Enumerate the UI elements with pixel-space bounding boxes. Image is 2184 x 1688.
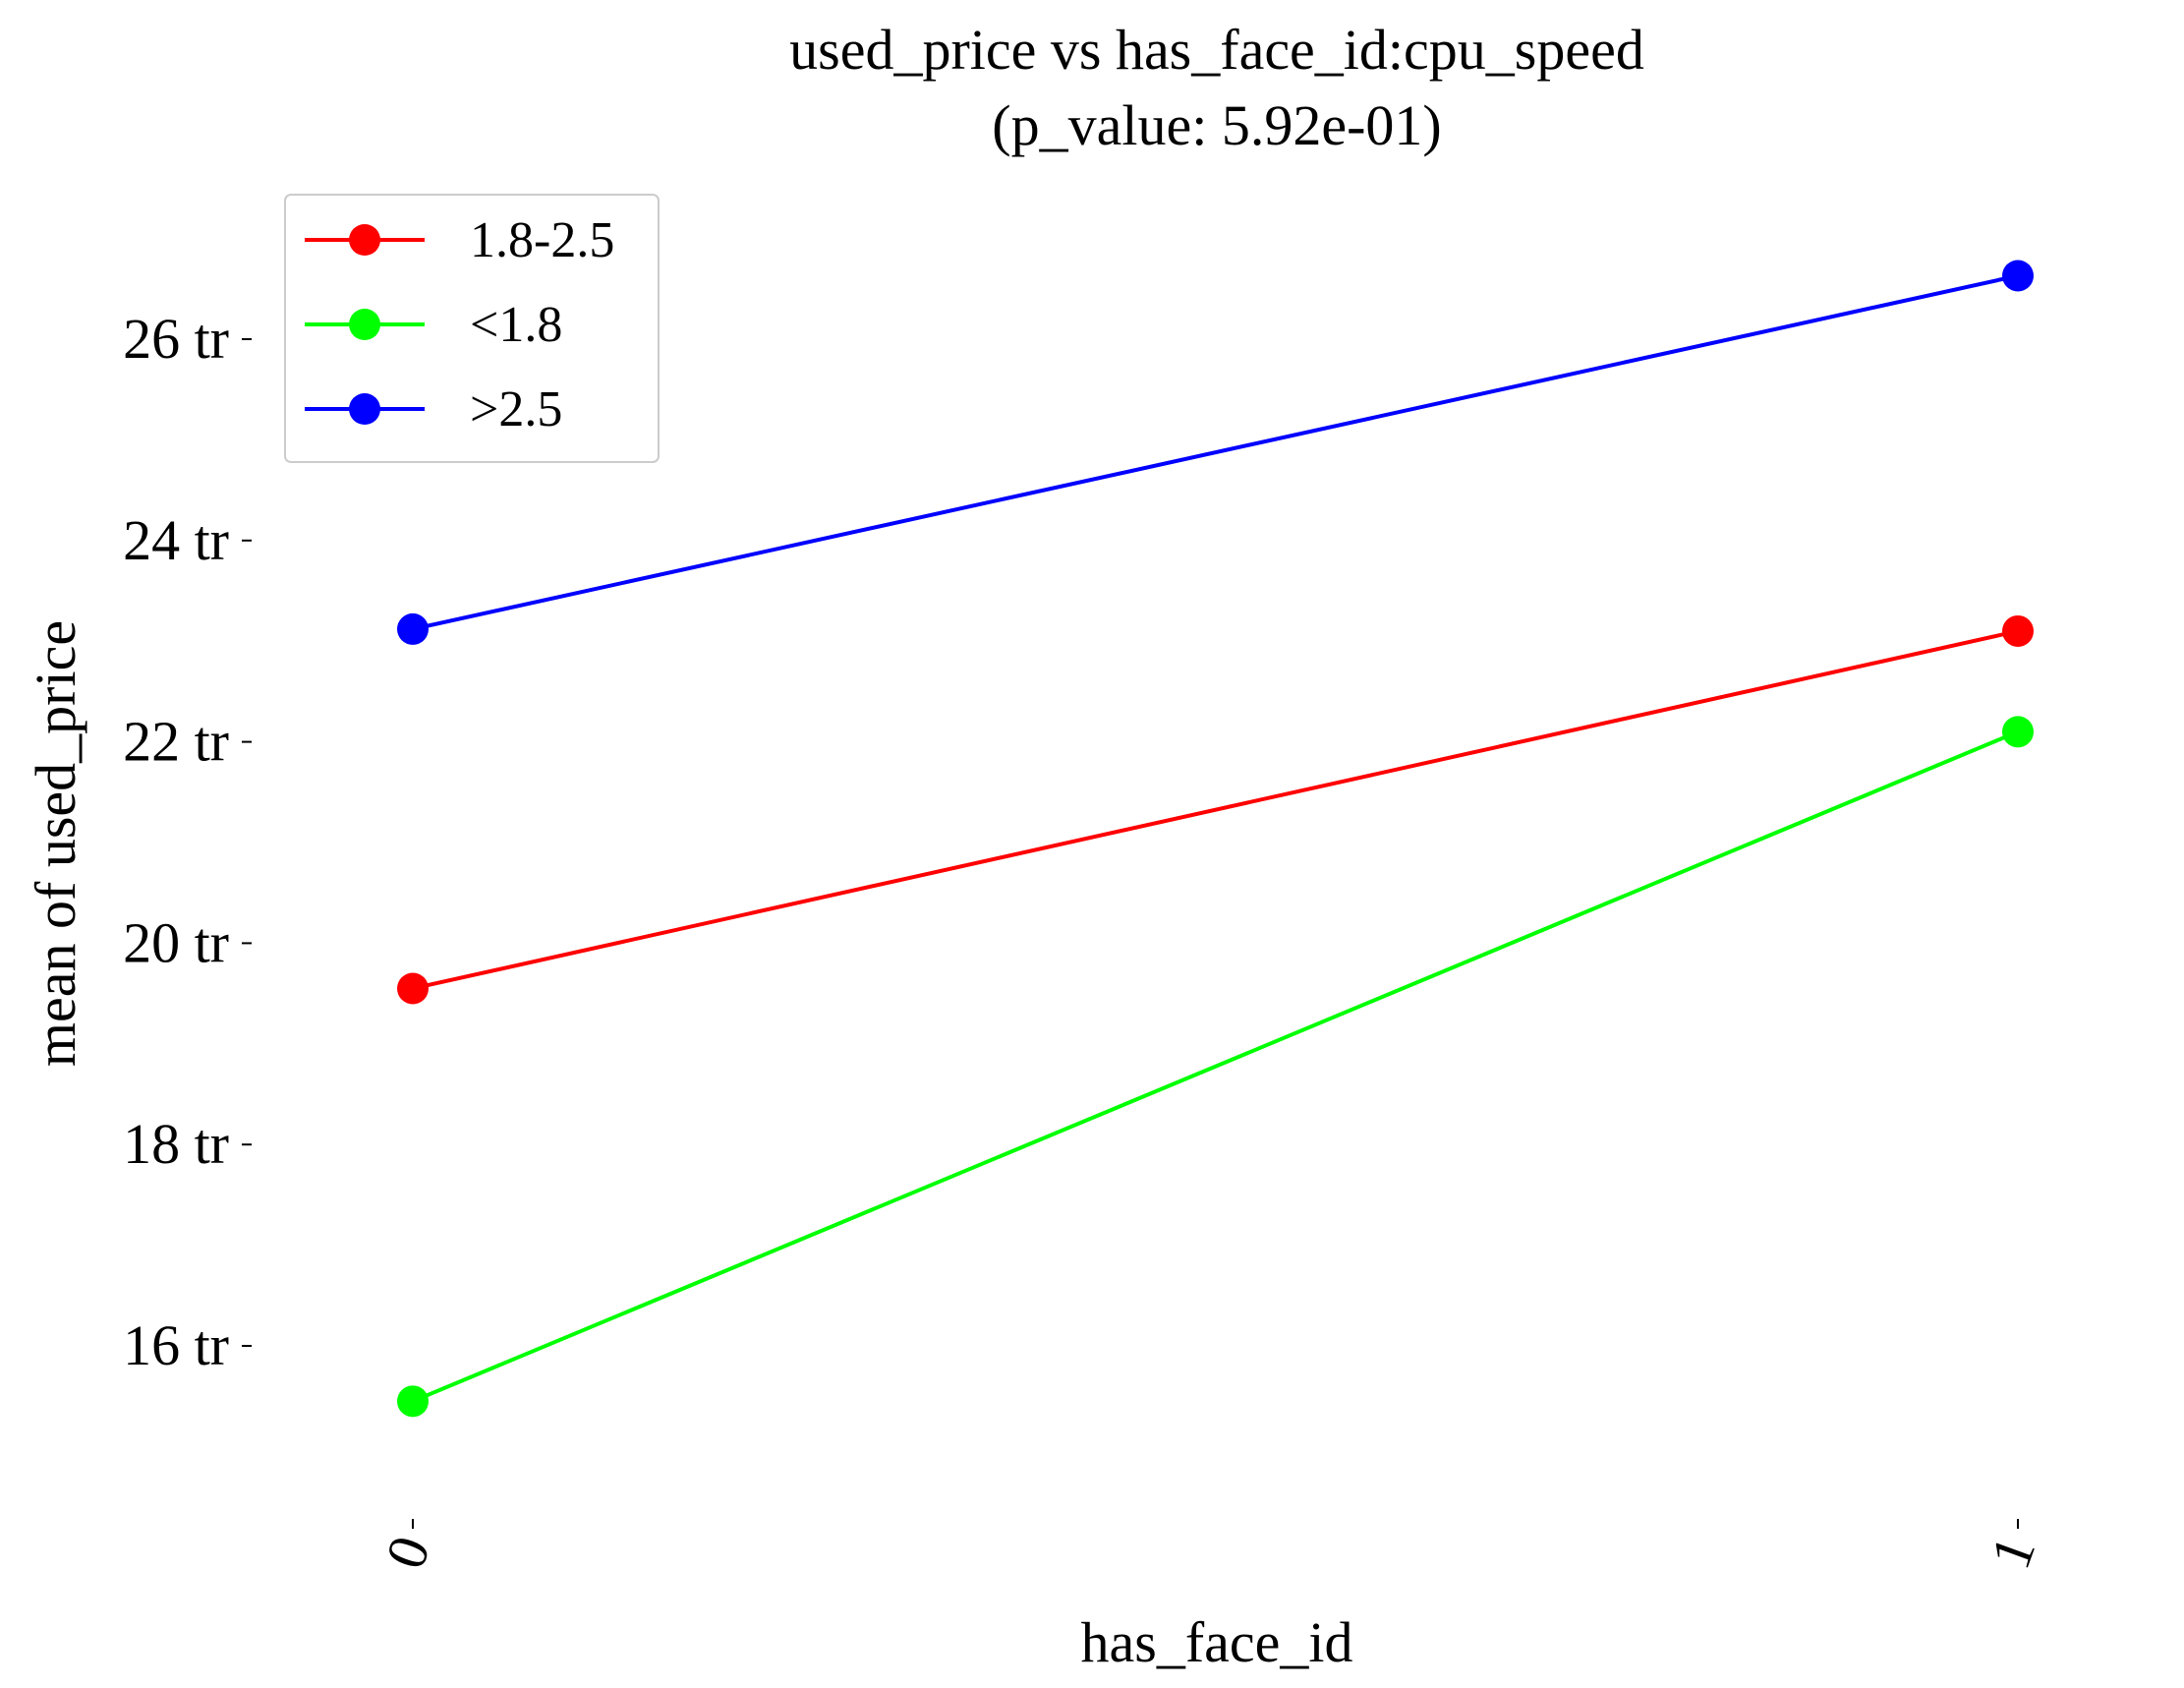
data-point (2002, 716, 2034, 748)
series-line (412, 629, 2019, 991)
x-tick-label: 0 (373, 1528, 442, 1576)
y-tick-label: 22 tr (123, 710, 229, 774)
y-axis-label: mean of used_price (24, 620, 87, 1067)
x-axis-label: has_face_id (1081, 1610, 1353, 1674)
y-tick-label: 20 tr (123, 910, 229, 974)
legend-label: >2.5 (470, 381, 562, 437)
chart-title: used_price vs has_face_id:cpu_speed (789, 18, 1644, 82)
series-line (412, 273, 2019, 631)
legend-marker (349, 393, 380, 425)
chart-subtitle: (p_value: 5.92e-01) (992, 93, 1441, 157)
legend-label: 1.8-2.5 (470, 212, 614, 268)
data-point (397, 972, 429, 1005)
legend: 1.8-2.5 <1.8 >2.5 (284, 194, 660, 463)
x-tick-label: 1 (1978, 1528, 2047, 1576)
data-point (397, 1385, 429, 1418)
y-axis: 16 tr 18 tr 20 tr 22 tr 24 tr 26 tr (123, 307, 252, 1377)
legend-box (284, 194, 660, 463)
y-tick-label: 26 tr (123, 307, 229, 371)
data-point (397, 612, 429, 645)
series-layer (397, 260, 2034, 1418)
y-tick-label: 18 tr (123, 1112, 229, 1176)
data-point (2002, 260, 2034, 292)
legend-label: <1.8 (470, 297, 562, 353)
legend-marker (349, 224, 380, 256)
legend-marker (349, 309, 380, 340)
series-line (412, 729, 2019, 1404)
data-point (2002, 614, 2034, 647)
y-tick-label: 24 tr (123, 508, 229, 572)
y-tick-label: 16 tr (123, 1313, 229, 1377)
